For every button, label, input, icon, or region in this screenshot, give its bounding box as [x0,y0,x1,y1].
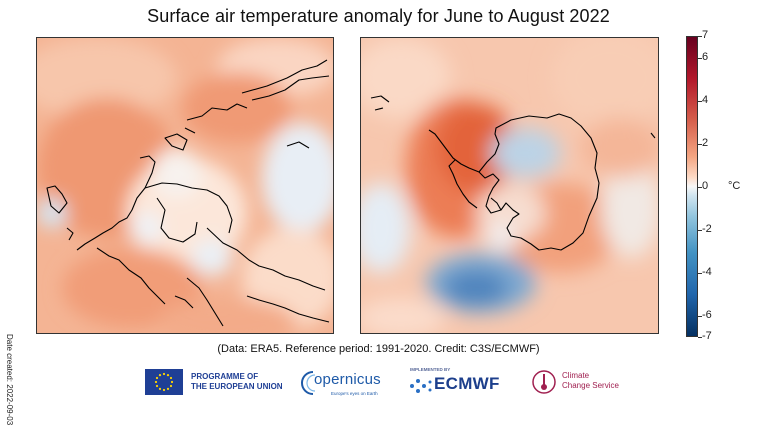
copernicus-sub-label: Europe's eyes on Earth [331,391,378,396]
colorbar-tick [698,101,702,102]
eu-programme-label: PROGRAMME OF THE EUROPEAN UNION [191,372,283,391]
colorbar-tick [698,187,702,188]
colorbar-tick [698,144,702,145]
copernicus-logo-icon [301,371,316,395]
arctic-map-panel [36,37,334,334]
arctic-map [37,38,333,333]
colorbar-tick-label: -6 [702,309,712,321]
colorbar-tick-label: -2 [702,223,712,235]
colorbar-tick-label: -7 [702,330,712,342]
map-title: Surface air temperature anomaly for June… [147,6,610,26]
colorbar-tick-label: 0 [702,180,709,192]
logos-bar: PROGRAMME OF THE EUROPEAN UNION opernicu… [0,365,757,401]
colorbar-tick-label: 7 [702,29,709,41]
ecmwf-logo-icon [410,379,432,393]
eu-flag-icon [145,369,183,395]
climate-change-service-logo-icon [532,370,556,394]
data-credit: (Data: ERA5. Reference period: 1991-2020… [217,343,540,355]
antarctic-map [361,38,658,333]
ecmwf-label: ECMWF [434,374,500,393]
colorbar-tick [698,316,702,317]
colorbar-tick [698,337,702,338]
colorbar-tick-label: 2 [702,137,709,149]
colorbar-tick-label: -4 [702,266,712,278]
antarctic-map-panel [360,37,659,334]
colorbar-tick [698,58,702,59]
eu-stars-icon [154,372,174,392]
colorbar-unit: °C [728,180,741,192]
colorbar [686,36,698,337]
implemented-by-label: IMPLEMENTED BY [410,367,451,372]
colorbar-tick [698,230,702,231]
climate-change-service-label: Climate Change Service [562,371,619,390]
colorbar-tick-label: 6 [702,51,709,63]
copernicus-label: opernicus [314,371,381,388]
colorbar-tick [698,36,702,37]
colorbar-tick-label: 4 [702,94,709,106]
colorbar-tick [698,273,702,274]
